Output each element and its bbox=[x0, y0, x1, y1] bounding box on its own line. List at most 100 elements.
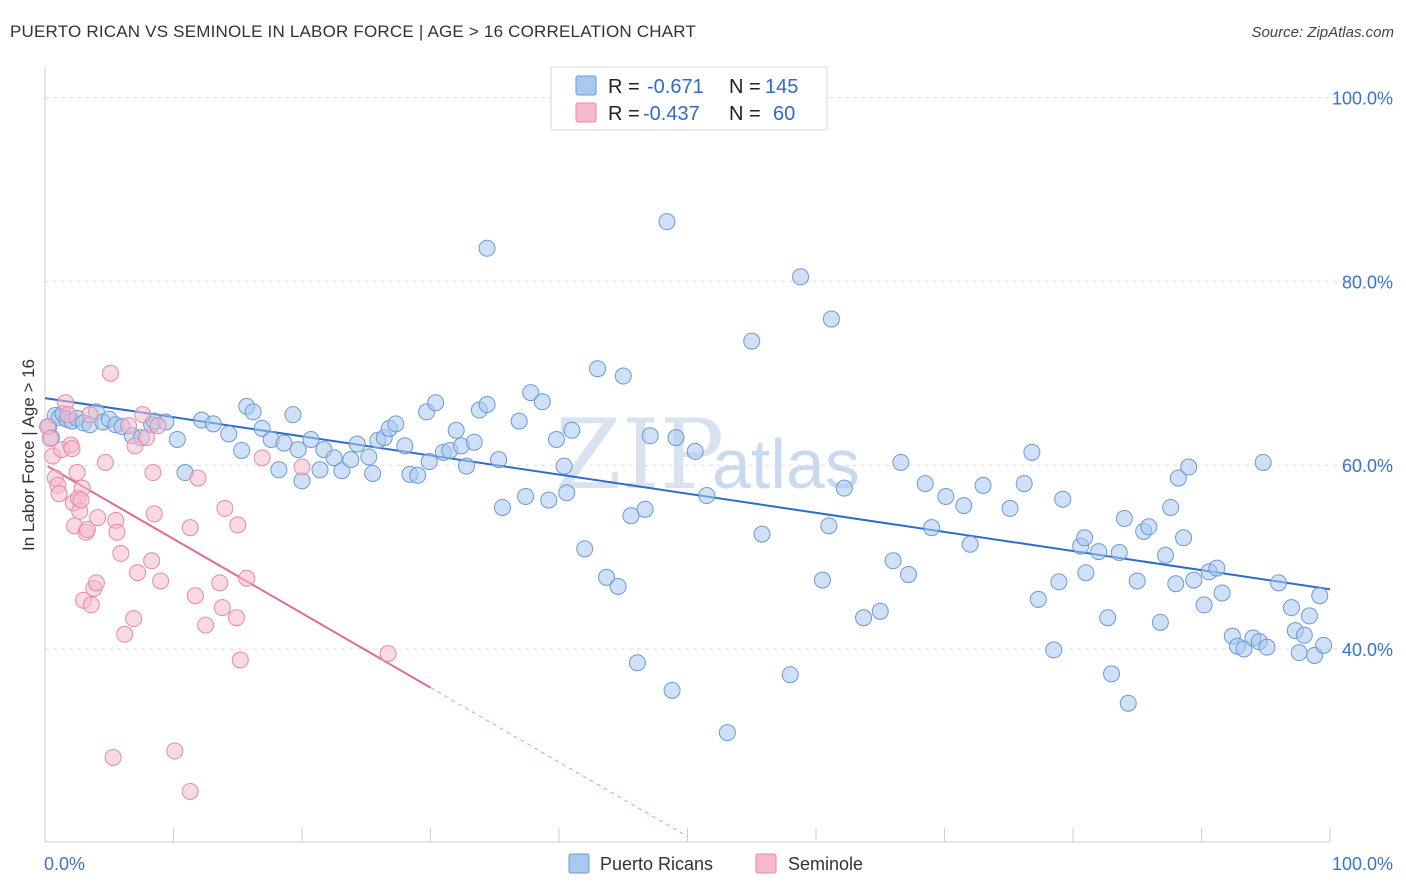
bottom-legend-label-seminole: Seminole bbox=[788, 854, 863, 874]
puerto-rican-point bbox=[900, 566, 918, 584]
puerto-rican-point bbox=[1050, 573, 1068, 591]
puerto-rican-point bbox=[1099, 609, 1117, 627]
puerto-rican-point bbox=[855, 609, 873, 627]
seminole-point bbox=[120, 417, 138, 435]
seminole-point bbox=[59, 406, 77, 424]
puerto-rican-point bbox=[1054, 490, 1072, 508]
seminole-point bbox=[68, 464, 86, 482]
bottom-legend: Puerto Ricans Seminole bbox=[568, 853, 863, 874]
puerto-rican-point bbox=[813, 571, 831, 589]
puerto-rican-point bbox=[792, 268, 810, 286]
puerto-rican-point bbox=[1023, 443, 1041, 461]
puerto-rican-point bbox=[396, 437, 414, 455]
seminole-point bbox=[211, 574, 229, 592]
puerto-rican-point bbox=[718, 724, 736, 742]
puerto-rican-point bbox=[348, 435, 366, 453]
seminole-point bbox=[229, 516, 247, 534]
puerto-rican-point bbox=[522, 384, 540, 402]
puerto-rican-point bbox=[1290, 644, 1308, 662]
puerto-rican-point bbox=[1195, 596, 1213, 614]
puerto-rican-point bbox=[1103, 665, 1121, 683]
puerto-rican-point bbox=[961, 535, 979, 553]
seminole-point bbox=[125, 610, 143, 628]
grid-lines bbox=[45, 97, 1392, 650]
y-tick-label: 100.0% bbox=[1332, 89, 1393, 109]
puerto-rican-point bbox=[465, 433, 483, 451]
puerto-rican-point bbox=[284, 406, 302, 424]
puerto-rican-point bbox=[1029, 590, 1047, 608]
legend-r-label-2: R = bbox=[608, 103, 640, 125]
puerto-rican-point bbox=[1162, 498, 1180, 516]
seminole-point bbox=[186, 587, 204, 605]
puerto-rican-point bbox=[1258, 638, 1276, 656]
puerto-rican-point bbox=[781, 666, 799, 684]
puerto-rican-point bbox=[555, 457, 573, 475]
puerto-rican-point bbox=[1115, 509, 1133, 527]
seminole-point bbox=[238, 569, 256, 587]
puerto-rican-point bbox=[1169, 469, 1187, 487]
x-tick-labels: 0.0% 100.0% bbox=[44, 854, 1393, 874]
seminole-point bbox=[231, 651, 249, 669]
puerto-rican-point bbox=[1311, 587, 1329, 605]
puerto-rican-point bbox=[1140, 518, 1158, 536]
puerto-rican-point bbox=[698, 487, 716, 505]
legend-n-value-1: 145 bbox=[765, 76, 798, 98]
puerto-rican-point bbox=[753, 525, 771, 543]
puerto-rican-point bbox=[1167, 575, 1185, 593]
puerto-rican-point bbox=[204, 415, 222, 433]
seminole-point bbox=[78, 521, 96, 539]
y-tick-label: 40.0% bbox=[1342, 640, 1393, 660]
puerto-rican-point bbox=[168, 430, 186, 448]
puerto-rican-point bbox=[1295, 626, 1313, 644]
puerto-rican-point bbox=[558, 484, 576, 502]
seminole-point bbox=[213, 599, 231, 617]
puerto-rican-point bbox=[641, 427, 659, 445]
puerto-rican-point bbox=[658, 213, 676, 231]
puerto-rican-point bbox=[589, 360, 607, 378]
legend-box: R = -0.671 N = 145 R = -0.437 N = 60 bbox=[550, 66, 828, 131]
seminole-point bbox=[102, 364, 120, 382]
watermark-atlas: atlas bbox=[712, 425, 860, 503]
seminole-point bbox=[216, 499, 234, 517]
seminole-point bbox=[81, 406, 99, 424]
puerto-rican-point bbox=[540, 491, 558, 509]
puerto-rican-point bbox=[955, 497, 973, 515]
seminole-point bbox=[138, 429, 156, 447]
puerto-rican-point bbox=[1270, 574, 1288, 592]
seminole-point bbox=[149, 417, 167, 435]
seminole-point bbox=[50, 485, 68, 503]
puerto-rican-point bbox=[1282, 599, 1300, 617]
puerto-rican-point bbox=[517, 487, 535, 505]
legend-r-value-2: -0.437 bbox=[643, 103, 700, 125]
puerto-rican-point bbox=[636, 500, 654, 518]
puerto-rican-point bbox=[275, 434, 293, 452]
seminole-point bbox=[189, 469, 207, 487]
legend-r-label-1: R = bbox=[608, 76, 640, 98]
puerto-rican-point bbox=[1300, 607, 1318, 625]
seminole-point bbox=[143, 552, 161, 570]
puerto-rican-point bbox=[220, 425, 238, 443]
seminole-point bbox=[166, 742, 184, 760]
seminole-point bbox=[126, 437, 144, 455]
puerto-rican-point bbox=[360, 448, 378, 466]
puerto-rican-point bbox=[253, 419, 271, 437]
puerto-rican-point bbox=[663, 681, 681, 699]
puerto-rican-point bbox=[1235, 640, 1253, 658]
puerto-rican-point bbox=[1315, 636, 1333, 654]
puerto-rican-point bbox=[1090, 543, 1108, 561]
puerto-rican-point bbox=[510, 412, 528, 430]
puerto-rican-point bbox=[598, 568, 616, 586]
seminole-point bbox=[145, 505, 163, 523]
puerto-rican-point bbox=[333, 462, 351, 480]
puerto-rican-point bbox=[835, 479, 853, 497]
puerto-rican-point bbox=[1254, 453, 1272, 471]
puerto-rican-point bbox=[420, 453, 438, 471]
puerto-rican-point bbox=[1015, 475, 1033, 493]
seminole-point bbox=[112, 544, 130, 562]
seminole-point bbox=[129, 564, 147, 582]
y-tick-label: 60.0% bbox=[1342, 456, 1393, 476]
y-tick-label: 80.0% bbox=[1342, 272, 1393, 292]
puerto-rican-point bbox=[614, 367, 632, 385]
puerto-rican-point bbox=[1151, 613, 1169, 631]
